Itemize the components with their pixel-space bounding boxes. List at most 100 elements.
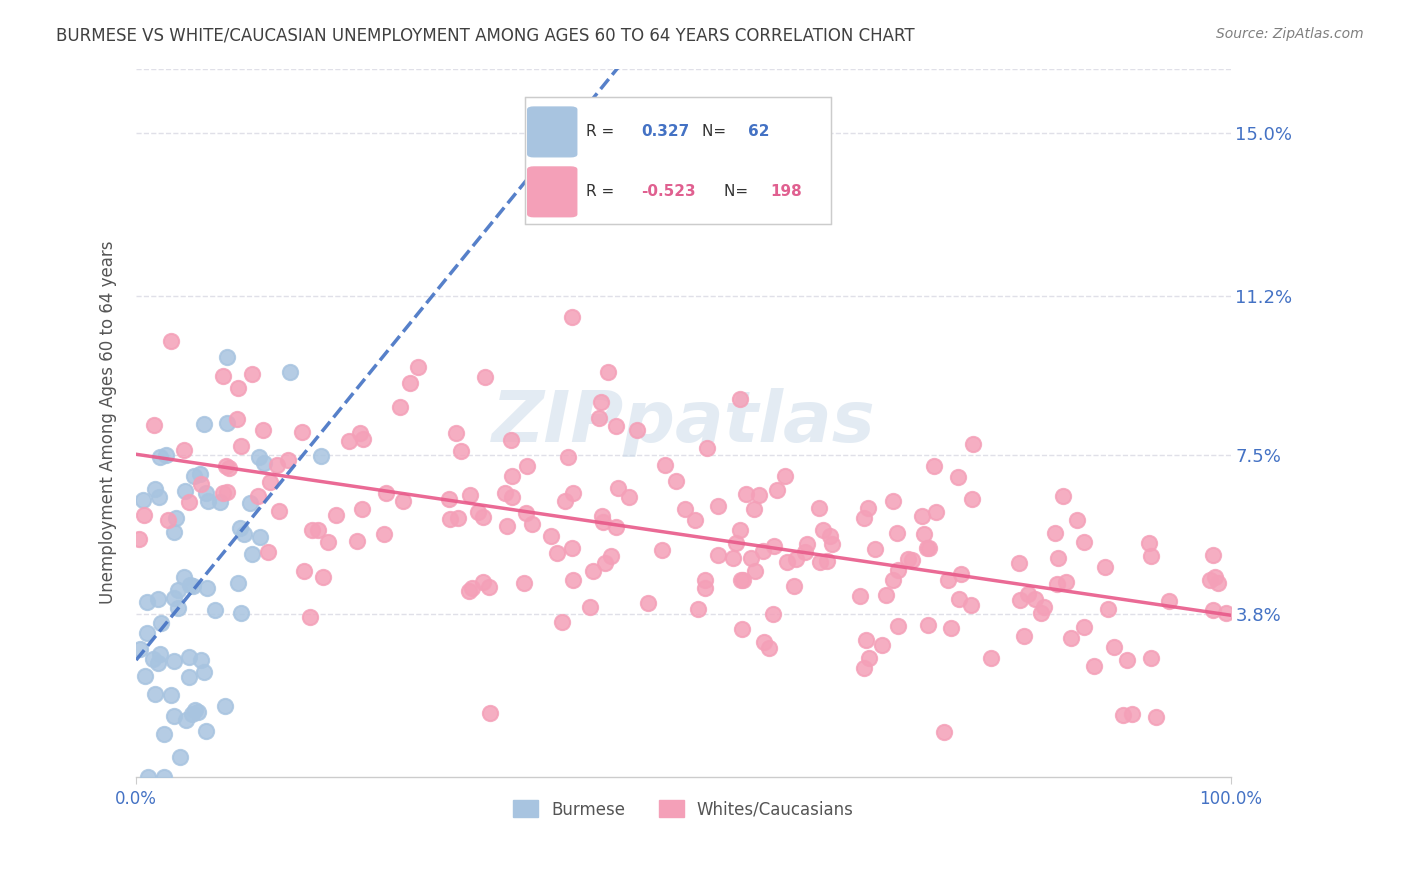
Point: [1008, 556, 1031, 570]
Point: [195, 486, 218, 500]
Point: [731, 574, 754, 588]
Point: [821, 537, 844, 551]
Point: [1112, 707, 1135, 722]
Text: 0.0%: 0.0%: [115, 789, 157, 807]
Point: [494, 486, 516, 500]
Point: [195, 724, 218, 739]
Point: [1137, 536, 1160, 550]
Point: [232, 527, 254, 541]
Point: [501, 490, 523, 504]
Point: [166, 582, 188, 597]
Point: [439, 512, 461, 526]
Point: [134, 508, 156, 523]
Point: [882, 494, 904, 508]
Point: [184, 703, 207, 717]
Point: [1215, 606, 1237, 620]
Point: [173, 443, 195, 458]
Point: [696, 441, 718, 455]
Point: [150, 615, 173, 630]
Point: [1043, 526, 1066, 541]
Point: [946, 470, 969, 484]
Point: [190, 476, 212, 491]
Point: [858, 651, 880, 665]
Point: [193, 665, 215, 680]
Point: [179, 670, 201, 684]
Point: [925, 505, 948, 519]
Point: [373, 527, 395, 541]
Point: [782, 579, 804, 593]
Point: [501, 468, 523, 483]
Point: [467, 505, 489, 519]
Point: [1029, 606, 1052, 620]
Point: [135, 594, 157, 608]
Point: [146, 591, 169, 606]
Point: [474, 369, 496, 384]
Point: [399, 376, 422, 390]
Point: [579, 600, 602, 615]
Point: [776, 556, 799, 570]
Point: [1024, 592, 1046, 607]
Point: [134, 669, 156, 683]
Point: [730, 573, 752, 587]
Point: [226, 381, 249, 395]
Point: [1202, 548, 1225, 562]
Point: [721, 550, 744, 565]
Point: [1097, 602, 1119, 616]
Point: [917, 618, 939, 632]
Point: [179, 650, 201, 665]
Point: [450, 444, 472, 458]
Point: [561, 310, 583, 324]
Point: [581, 565, 603, 579]
Point: [1206, 576, 1229, 591]
Point: [218, 461, 240, 475]
Point: [1094, 560, 1116, 574]
Point: [1159, 594, 1181, 608]
Point: [478, 706, 501, 720]
Point: [1047, 550, 1070, 565]
Point: [599, 549, 621, 564]
Point: [142, 417, 165, 432]
Point: [239, 496, 262, 510]
Point: [132, 493, 155, 508]
Point: [146, 656, 169, 670]
Point: [446, 511, 468, 525]
Point: [173, 570, 195, 584]
Point: [870, 638, 893, 652]
Point: [748, 488, 770, 502]
Point: [174, 713, 197, 727]
Point: [751, 544, 773, 558]
Point: [882, 573, 904, 587]
Point: [948, 591, 970, 606]
Point: [190, 653, 212, 667]
Point: [911, 508, 934, 523]
Point: [167, 601, 190, 615]
Point: [197, 494, 219, 508]
Point: [980, 651, 1002, 665]
Point: [820, 529, 842, 543]
Legend: Burmese, Whites/Caucasians: Burmese, Whites/Caucasians: [506, 794, 860, 825]
Point: [269, 504, 291, 518]
Point: [374, 486, 396, 500]
Point: [619, 490, 641, 504]
Text: Source: ZipAtlas.com: Source: ZipAtlas.com: [1216, 27, 1364, 41]
Point: [1046, 577, 1069, 591]
Point: [740, 550, 762, 565]
Point: [707, 499, 730, 513]
Point: [886, 525, 908, 540]
Point: [495, 519, 517, 533]
Point: [312, 570, 335, 584]
Point: [181, 579, 204, 593]
Point: [180, 707, 202, 722]
Point: [724, 535, 747, 549]
Point: [515, 506, 537, 520]
Point: [693, 573, 716, 587]
Point: [1140, 549, 1163, 564]
Point: [855, 632, 877, 647]
Point: [1017, 586, 1039, 600]
Point: [588, 411, 610, 425]
Point: [561, 541, 583, 555]
Point: [941, 621, 963, 635]
Point: [301, 523, 323, 537]
Point: [1102, 640, 1125, 655]
Point: [875, 589, 897, 603]
